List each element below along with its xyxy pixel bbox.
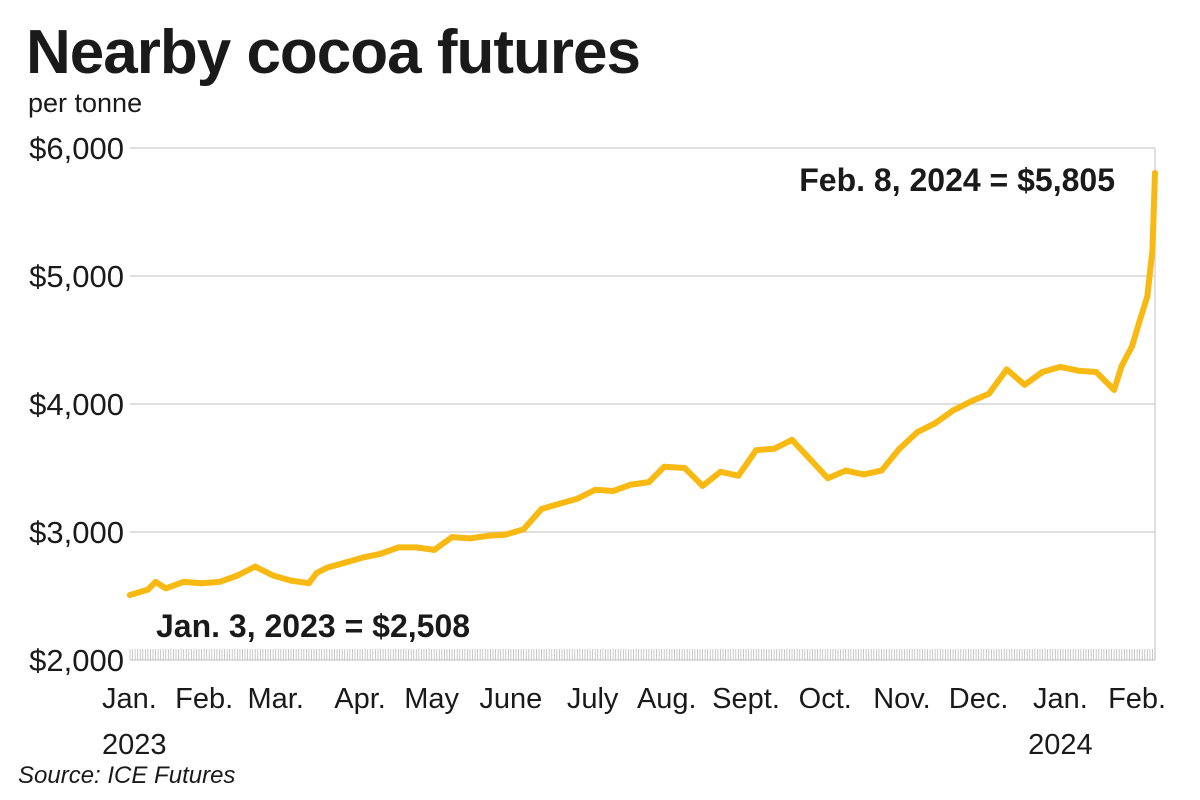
data-point bbox=[1075, 367, 1082, 374]
data-point bbox=[753, 447, 760, 454]
data-point bbox=[878, 467, 885, 474]
data-point bbox=[144, 586, 151, 593]
data-point bbox=[216, 578, 223, 585]
x-tick-label: June bbox=[479, 683, 542, 715]
data-point bbox=[1057, 363, 1064, 370]
data-point bbox=[1128, 343, 1135, 350]
data-point bbox=[681, 465, 688, 471]
data-point bbox=[538, 505, 545, 512]
data-point bbox=[198, 580, 205, 587]
data-point bbox=[162, 585, 169, 592]
data-point bbox=[288, 577, 295, 584]
series-group bbox=[127, 169, 1158, 598]
y-tick-label: $5,000 bbox=[29, 259, 124, 294]
data-point bbox=[592, 486, 599, 493]
data-point bbox=[234, 572, 241, 579]
data-point bbox=[574, 495, 581, 502]
x-tick-label: Aug. bbox=[637, 683, 697, 715]
data-point bbox=[359, 554, 366, 561]
data-point bbox=[1039, 369, 1046, 375]
gridlines bbox=[130, 147, 1156, 661]
data-point bbox=[932, 420, 939, 427]
data-point bbox=[395, 544, 402, 551]
x-tick-label: Jan. bbox=[102, 683, 157, 715]
x-tick-label: Oct. bbox=[799, 683, 852, 715]
data-point bbox=[645, 479, 652, 486]
y-tick-label: $3,000 bbox=[29, 515, 124, 550]
x-tick-label: May bbox=[404, 683, 459, 715]
annotation-start: Jan. 3, 2023 = $2,508 bbox=[156, 608, 470, 644]
x-tick-year-label: 2023 bbox=[102, 729, 167, 761]
data-point bbox=[806, 456, 813, 463]
data-point bbox=[466, 535, 473, 542]
data-point bbox=[1021, 381, 1028, 388]
data-point bbox=[1152, 169, 1158, 176]
data-point bbox=[413, 544, 420, 551]
data-point bbox=[1118, 362, 1125, 369]
data-point bbox=[1144, 293, 1151, 300]
data-point bbox=[824, 475, 831, 482]
series-line bbox=[127, 170, 1158, 598]
data-point bbox=[449, 534, 456, 541]
data-point bbox=[771, 445, 778, 452]
data-point bbox=[323, 564, 330, 571]
data-point bbox=[661, 463, 668, 470]
data-point bbox=[252, 563, 259, 570]
data-point bbox=[270, 572, 277, 579]
data-point bbox=[967, 398, 974, 405]
data-point bbox=[985, 390, 992, 397]
data-point bbox=[127, 591, 133, 598]
x-tick-label: Feb. bbox=[1108, 683, 1166, 715]
data-point bbox=[699, 482, 706, 489]
data-point bbox=[1149, 247, 1156, 254]
data-point bbox=[431, 546, 438, 553]
y-tick-label: $4,000 bbox=[29, 387, 124, 422]
data-point bbox=[341, 559, 348, 566]
x-tick-label: Mar. bbox=[247, 683, 303, 715]
data-point bbox=[313, 569, 320, 576]
data-point bbox=[520, 526, 527, 533]
source-note: Source: ICE Futures bbox=[18, 762, 236, 789]
data-point bbox=[1136, 317, 1143, 324]
data-point bbox=[180, 578, 187, 585]
data-point bbox=[484, 532, 491, 539]
data-point bbox=[735, 472, 742, 479]
y-tick-label: $2,000 bbox=[29, 643, 124, 678]
data-point bbox=[896, 445, 903, 452]
data-point bbox=[842, 467, 849, 474]
data-point bbox=[860, 471, 867, 478]
data-point bbox=[914, 429, 921, 436]
x-tick-year-label: 2024 bbox=[1028, 729, 1093, 761]
x-tick-label: Nov. bbox=[873, 683, 930, 715]
data-point bbox=[1111, 386, 1118, 393]
data-point bbox=[950, 407, 957, 414]
data-point bbox=[556, 500, 563, 507]
y-axis: $2,000 $3,000 $4,000 $5,000 $6,000 bbox=[29, 131, 124, 678]
data-point bbox=[610, 488, 617, 495]
x-tick-label: Apr. bbox=[334, 683, 386, 715]
x-tick-label: Dec. bbox=[949, 683, 1009, 715]
annotations: Jan. 3, 2023 = $2,508 Feb. 8, 2024 = $5,8… bbox=[156, 162, 1115, 644]
data-point bbox=[377, 550, 384, 557]
data-point bbox=[502, 531, 509, 538]
data-point bbox=[1093, 369, 1100, 375]
x-tick-label: Sept. bbox=[712, 683, 780, 715]
data-point bbox=[1003, 366, 1010, 373]
data-point bbox=[305, 580, 312, 587]
data-point bbox=[789, 436, 796, 443]
chart-subtitle: per tonne bbox=[28, 88, 143, 118]
x-tick-label: July bbox=[567, 683, 619, 715]
data-point bbox=[627, 481, 634, 488]
data-point bbox=[152, 578, 159, 585]
y-tick-label: $6,000 bbox=[29, 131, 124, 166]
annotation-end: Feb. 8, 2024 = $5,805 bbox=[799, 162, 1115, 198]
data-point bbox=[717, 468, 724, 475]
chart-title: Nearby cocoa futures bbox=[26, 18, 641, 87]
x-axis-minor-ticks bbox=[129, 649, 1156, 660]
x-tick-label: Jan. bbox=[1033, 683, 1088, 715]
x-tick-label: Feb. bbox=[175, 683, 233, 715]
